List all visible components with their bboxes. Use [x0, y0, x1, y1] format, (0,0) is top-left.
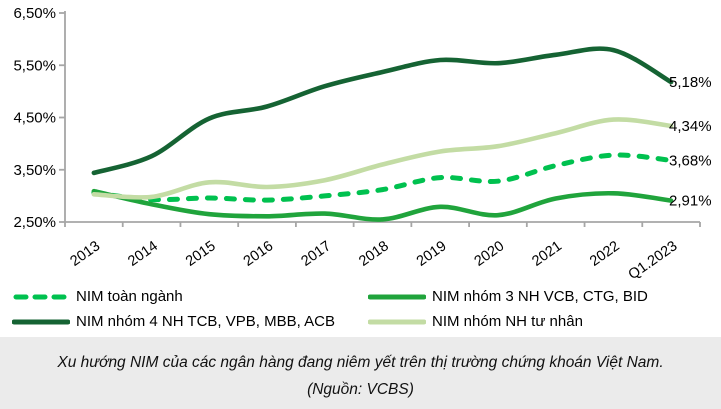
x-axis-label: Q1.2023: [626, 238, 681, 282]
legend-item-nim-toan-nganh: NIM toàn ngành: [12, 288, 183, 305]
series-line-2: [91, 46, 674, 176]
series-end-label: 2,91%: [669, 193, 712, 210]
legend-item-nim-nhom-4: NIM nhóm 4 NH TCB, VPB, MBB, ACB: [12, 313, 335, 330]
series-line-1: [91, 188, 674, 222]
x-axis-label: 2017: [298, 238, 334, 270]
x-axis-label: 2022: [587, 238, 623, 270]
legend-label: NIM nhóm 3 NH VCB, CTG, BID: [432, 288, 648, 305]
y-axis-label: 5,50%: [13, 57, 56, 74]
x-axis-label: 2016: [241, 238, 277, 270]
x-axis-label: 2020: [472, 238, 508, 270]
x-axis-label: 2021: [529, 238, 565, 270]
legend-label: NIM toàn ngành: [76, 288, 183, 305]
x-axis-label: 2015: [183, 238, 219, 270]
legend-item-nim-tu-nhan: NIM nhóm NH tư nhân: [368, 313, 583, 330]
y-axis-label: 3,50%: [13, 162, 56, 179]
nim-line-chart: 6,50% 5,50% 4,50% 3,50% 2,50% 2013 2014 2015 201…: [13, 5, 712, 282]
y-axis-label: 6,50%: [13, 5, 56, 22]
legend-item-nim-nhom-3: NIM nhóm 3 NH VCB, CTG, BID: [368, 288, 648, 305]
legend-label: NIM nhóm 4 NH TCB, VPB, MBB, ACB: [76, 313, 335, 330]
legend-swatch-dashed-icon: [13, 294, 69, 299]
series-end-label: 4,34%: [669, 118, 712, 135]
legend-swatch-solid-icon: [12, 319, 70, 324]
legend-swatch-solid-icon: [368, 294, 426, 299]
series-end-label: 3,68%: [669, 152, 712, 169]
series-end-label: 5,18%: [669, 74, 712, 91]
y-axis-label: 4,50%: [13, 110, 56, 127]
x-axis-label: 2018: [356, 238, 392, 270]
legend-label: NIM nhóm NH tư nhân: [432, 313, 583, 330]
x-axis-label: 2014: [125, 238, 161, 270]
series-line-0: [91, 152, 674, 203]
figure-caption: Xu hướng NIM của các ngân hàng đang niêm…: [0, 337, 721, 409]
y-axis-label: 2,50%: [13, 214, 56, 231]
series-line-3: [91, 117, 674, 200]
legend-swatch-solid-icon: [368, 319, 426, 324]
x-axis-label: 2013: [68, 238, 104, 270]
x-axis-label: 2019: [414, 238, 450, 270]
